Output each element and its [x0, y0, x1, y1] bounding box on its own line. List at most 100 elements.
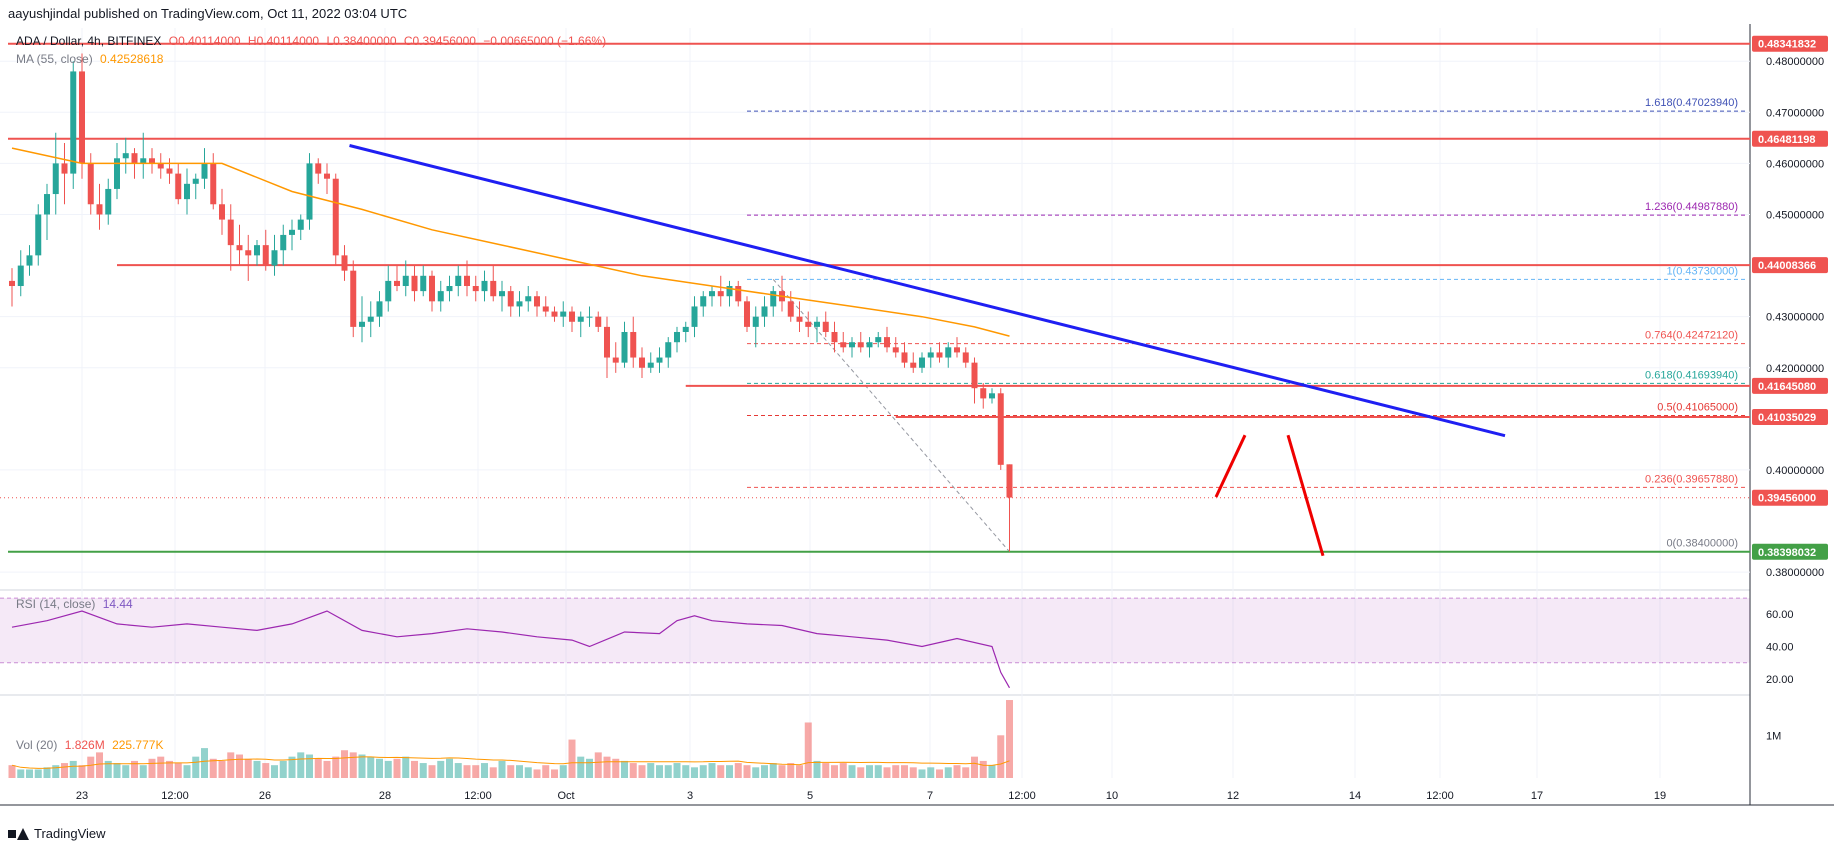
volume-bar: [113, 763, 121, 778]
volume-bar: [262, 763, 270, 778]
candle-body: [350, 270, 357, 327]
candle-body: [122, 153, 129, 159]
candle-body: [770, 291, 777, 307]
candle-body: [236, 245, 243, 251]
candle-body: [989, 393, 995, 399]
candle-body: [962, 352, 969, 363]
candle-body: [420, 275, 427, 292]
volume-bar: [568, 739, 576, 778]
price-badge: [1752, 130, 1828, 147]
candle-body: [875, 337, 882, 343]
candle-body: [910, 362, 917, 368]
volume-bar: [664, 765, 672, 778]
volume-bar: [892, 765, 900, 778]
candle-body: [857, 342, 864, 348]
price-badge-label: 0.48341832: [1758, 39, 1816, 51]
candle-body: [735, 286, 742, 302]
volume-bar: [384, 760, 392, 778]
volume-bar: [577, 756, 585, 778]
candle-body: [551, 311, 558, 317]
volume-bar: [778, 765, 786, 778]
footer-brand-label: TradingView: [34, 826, 106, 841]
volume-bar: [463, 765, 471, 778]
x-tick-label: 12:00: [161, 790, 189, 802]
volume-bar: [314, 758, 322, 778]
volume-bar: [621, 760, 628, 778]
volume-bar: [1006, 700, 1013, 778]
candle-body: [884, 337, 890, 348]
x-tick-label: 12:00: [1426, 790, 1454, 802]
volume-bar: [743, 765, 751, 778]
volume-value-1: 1.826M: [64, 738, 105, 752]
candle-body: [359, 321, 365, 327]
candle-body: [105, 188, 112, 215]
volume-bar: [209, 758, 217, 778]
volume-bar: [804, 722, 812, 778]
rsi-value: 14.44: [102, 597, 133, 611]
volume-bar: [481, 763, 488, 778]
candle-body: [971, 362, 978, 389]
symbol-header: ADA / Dollar, 4h, BITFINEX O0.40114000 H…: [16, 34, 610, 48]
candle-body: [604, 326, 610, 358]
volume-tick-label: 1M: [1766, 730, 1781, 742]
candle-body: [542, 306, 549, 312]
volume-bar: [542, 765, 550, 778]
volume-bar: [122, 765, 130, 778]
candle-body: [289, 229, 295, 235]
volume-bar: [559, 765, 567, 778]
fib-level-label: 0.236(0.39657880): [1645, 473, 1738, 485]
volume-bar: [787, 763, 795, 778]
ma-header: MA (55, close) 0.42528618: [16, 52, 167, 66]
volume-bar: [8, 765, 16, 778]
volume-bar: [376, 758, 383, 778]
volume-bar: [166, 760, 173, 778]
candle-body: [254, 245, 260, 256]
candle-body: [647, 362, 654, 368]
candle-body: [665, 342, 672, 358]
volume-bar: [148, 758, 156, 778]
footer-brand[interactable]: TradingView: [8, 826, 106, 841]
candle-body: [840, 342, 847, 348]
ma-value: 0.42528618: [100, 52, 164, 66]
candle-body: [315, 163, 322, 174]
candle-body: [569, 311, 575, 322]
price-badge: [1752, 489, 1828, 506]
candle-body: [919, 357, 925, 368]
candle-body: [44, 194, 50, 215]
candle-body: [210, 163, 217, 205]
symbol-close: C0.39456000: [403, 34, 476, 48]
volume-bar: [437, 760, 445, 778]
volume-bar: [288, 756, 296, 778]
volume-bar: [244, 758, 252, 778]
volume-header: Vol (20) 1.826M 225.777K: [16, 738, 167, 752]
volume-bar: [87, 756, 95, 778]
x-tick-label: 14: [1349, 790, 1361, 802]
candle-body: [140, 158, 147, 164]
price-badge-label: 0.39456000: [1758, 493, 1816, 505]
volume-bar: [236, 754, 243, 778]
volume-bar: [61, 763, 68, 778]
volume-bar: [218, 760, 226, 778]
ma55-line: [11, 147, 1010, 337]
volume-bar: [796, 765, 803, 778]
candle-body: [761, 306, 768, 317]
candle-body: [586, 316, 593, 318]
candle-body: [997, 393, 1004, 465]
candle-body: [595, 316, 602, 327]
volume-bar: [918, 769, 926, 778]
volume-bar: [253, 760, 261, 778]
projection-down-arrow: [1286, 434, 1325, 557]
price-badge-label: 0.38398032: [1758, 547, 1816, 559]
candle-body: [499, 291, 505, 297]
x-tick-label: 5: [807, 790, 813, 802]
volume-bar: [734, 763, 742, 778]
candle-body: [402, 275, 409, 287]
volume-bar: [551, 769, 558, 778]
volume-bar: [454, 763, 462, 778]
volume-bar: [944, 767, 952, 778]
candle-body: [131, 153, 138, 164]
price-badge-label: 0.41035029: [1758, 412, 1816, 424]
candle-body: [472, 286, 479, 292]
price-badge: [1752, 409, 1828, 426]
